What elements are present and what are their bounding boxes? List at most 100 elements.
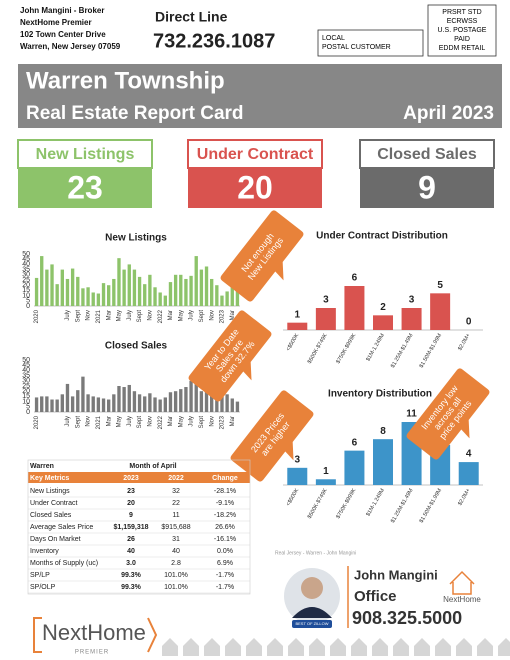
bar xyxy=(112,394,116,412)
y-tick-label: 40 xyxy=(22,367,30,374)
house-icon xyxy=(456,638,472,656)
return-address: John Mangini - Broker NextHome Premier 1… xyxy=(20,6,121,51)
house-icon xyxy=(267,638,283,656)
city: Warren, New Jersey 07059 xyxy=(20,42,121,51)
table-cell: -1.7% xyxy=(216,584,234,591)
bar xyxy=(107,399,111,412)
banner xyxy=(18,64,502,128)
x-tick-label: Mar xyxy=(106,310,112,320)
office: NextHome Premier xyxy=(20,18,92,27)
bar xyxy=(127,264,131,306)
y-tick-label: 35 xyxy=(22,372,30,379)
house-icon xyxy=(246,638,262,656)
summary-closed: Closed Sales 9 xyxy=(359,139,495,208)
bar xyxy=(204,391,209,412)
table-cell: 2.8 xyxy=(171,560,181,567)
x-tick-label: Mar xyxy=(230,416,236,426)
bar xyxy=(189,380,193,412)
postage-line: PRSRT STD xyxy=(442,9,481,16)
table-cell: 40 xyxy=(172,548,180,555)
table-cell: 101.0% xyxy=(164,572,188,579)
house-icon xyxy=(414,638,430,656)
table-cell: SP/LP xyxy=(30,572,50,579)
summary-value: 20 xyxy=(237,169,273,205)
bar xyxy=(132,391,137,412)
town: Warren Township xyxy=(26,67,225,94)
value-label: 5 xyxy=(437,280,443,291)
house-icon xyxy=(351,638,367,656)
bar xyxy=(158,399,162,412)
agent-phone: 908.325.5000 xyxy=(352,608,462,628)
x-tick-label: $2.0M+ xyxy=(457,488,471,507)
direct-label: Direct Line xyxy=(155,9,228,25)
house-row xyxy=(162,638,510,656)
bar xyxy=(55,399,59,412)
y-tick-label: 45 xyxy=(22,362,30,369)
x-tick-label: Sept xyxy=(199,416,205,429)
bar xyxy=(101,283,106,306)
bar xyxy=(81,376,85,412)
x-tick-label: Sept xyxy=(199,310,205,323)
bar xyxy=(91,292,95,306)
postage-line: PAID xyxy=(454,36,470,43)
bar xyxy=(96,397,101,412)
bar xyxy=(122,387,126,412)
summary-fill xyxy=(360,168,494,208)
y-tick-label: 0 xyxy=(26,303,30,310)
bar xyxy=(235,401,240,412)
bar xyxy=(315,479,336,485)
direct-phone: 732.236.1087 xyxy=(153,30,275,52)
summary-label: Closed Sales xyxy=(377,146,477,163)
table-cell: -18.2% xyxy=(214,512,236,519)
chart-title: Inventory Distribution xyxy=(328,389,432,400)
value-label: 0 xyxy=(466,317,472,328)
x-tick-label: May xyxy=(117,310,123,321)
x-tick-label: Mar xyxy=(168,416,174,426)
value-label: 8 xyxy=(380,426,386,437)
y-tick-label: 10 xyxy=(22,398,30,405)
bar xyxy=(91,396,95,412)
table-cell: 3.0 xyxy=(126,560,136,567)
value-label: 6 xyxy=(352,273,358,284)
x-tick-label: 2023 xyxy=(220,309,226,323)
bar xyxy=(70,268,75,306)
bar xyxy=(127,384,131,412)
x-tick-label: Mar xyxy=(168,310,174,320)
value-label: 6 xyxy=(352,437,358,448)
bar xyxy=(215,285,219,306)
bar xyxy=(143,284,147,306)
house-icon xyxy=(183,638,199,656)
bar xyxy=(65,278,70,306)
bar xyxy=(210,390,214,412)
house-icon xyxy=(435,638,451,656)
house-icon xyxy=(372,638,388,656)
bar xyxy=(132,269,137,306)
summary-fill xyxy=(188,168,322,208)
house-icon xyxy=(393,638,409,656)
table-cell: 99.3% xyxy=(121,572,142,579)
house-icon xyxy=(330,638,346,656)
x-tick-label: July xyxy=(65,310,71,321)
bar xyxy=(60,269,64,306)
bar xyxy=(117,386,121,412)
bar xyxy=(153,287,157,306)
value-label: 4 xyxy=(466,449,472,460)
table-cell: 11 xyxy=(172,512,179,519)
bar xyxy=(225,291,229,306)
x-tick-label: 2020 xyxy=(34,309,40,323)
value-label: 2 xyxy=(380,302,386,313)
x-tick-label: July xyxy=(65,416,71,427)
bar xyxy=(143,396,147,412)
x-tick-label: Nov xyxy=(147,416,153,427)
table-cell: 0.0% xyxy=(217,548,233,555)
value-label: 1 xyxy=(295,309,301,320)
x-tick-label: $1.25M-$1.49M xyxy=(390,332,415,369)
chart-title: New Listings xyxy=(105,233,167,244)
summary-label: New Listings xyxy=(36,146,135,163)
table-cell: $1,159,318 xyxy=(113,524,148,531)
table-cell: 40 xyxy=(127,548,135,555)
